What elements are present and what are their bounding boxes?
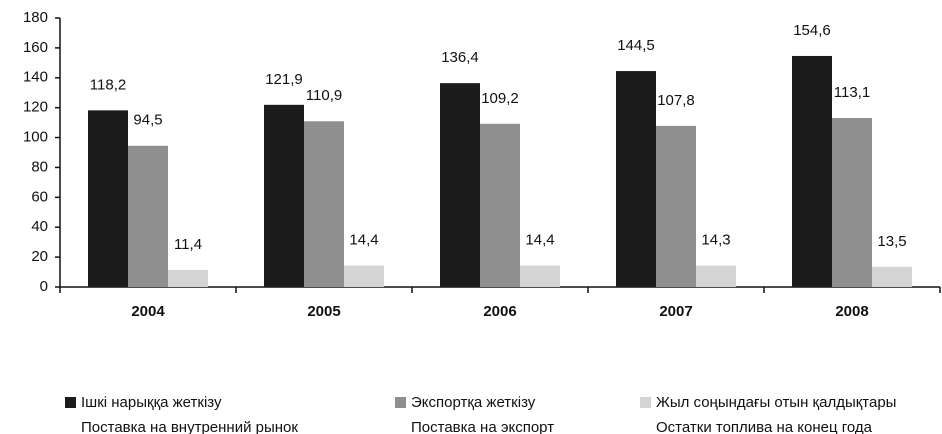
bar <box>616 71 656 287</box>
x-tick-label: 2007 <box>659 303 692 320</box>
y-tick-label: 140 <box>23 69 48 86</box>
x-tick-label: 2004 <box>131 303 165 320</box>
y-tick-label: 20 <box>31 248 48 265</box>
value-label: 14,4 <box>349 231 378 248</box>
bar <box>832 117 872 287</box>
y-tick-label: 120 <box>23 99 48 116</box>
y-tick-label: 60 <box>31 188 48 205</box>
value-label: 113,1 <box>834 84 870 101</box>
bar <box>264 104 304 287</box>
value-label: 110,9 <box>306 87 342 104</box>
legend-swatch <box>65 397 76 408</box>
value-label: 154,6 <box>793 22 831 39</box>
bar <box>656 125 696 287</box>
legend-swatch <box>640 397 651 408</box>
value-label: 14,4 <box>525 231 554 248</box>
bar <box>304 121 344 287</box>
x-tick-label: 2008 <box>835 303 868 320</box>
value-label: 13,5 <box>877 233 906 250</box>
y-tick-label: 100 <box>23 129 48 146</box>
bar <box>128 145 168 287</box>
legend-label: Поставка на внутренний рынок <box>81 419 298 434</box>
y-tick-label: 0 <box>40 278 48 295</box>
x-tick-label: 2005 <box>307 303 340 320</box>
y-tick-label: 80 <box>31 158 48 175</box>
bar <box>480 123 520 287</box>
value-label: 118,2 <box>90 76 126 93</box>
legend-label: Жыл соңындағы отын қалдықтары <box>656 394 896 411</box>
value-label: 107,8 <box>657 92 695 109</box>
bar <box>520 265 560 287</box>
legend-label: Ішкі нарыққа жеткізу <box>81 394 222 411</box>
legend-label: Поставка на экспорт <box>411 419 554 434</box>
bar <box>88 110 128 288</box>
bar <box>696 265 736 287</box>
y-tick-label: 40 <box>31 218 48 235</box>
legend-label: Остатки топлива на конец года <box>656 419 873 434</box>
y-tick-label: 180 <box>23 9 48 26</box>
value-label: 94,5 <box>133 112 162 129</box>
bar <box>168 269 208 287</box>
x-tick-label: 2006 <box>483 303 516 320</box>
value-label: 121,9 <box>265 71 303 88</box>
bar <box>792 55 832 287</box>
value-label: 11,4 <box>174 236 202 253</box>
legend-label: Экспортқа жеткізу <box>411 394 536 411</box>
bar <box>872 266 912 287</box>
y-tick-label: 160 <box>23 39 48 56</box>
value-label: 14,3 <box>701 232 730 249</box>
bar <box>440 83 480 287</box>
legend-swatch <box>395 397 406 408</box>
value-label: 136,4 <box>441 49 479 66</box>
bar <box>344 265 384 287</box>
value-label: 109,2 <box>481 90 519 107</box>
value-label: 144,5 <box>617 37 655 54</box>
